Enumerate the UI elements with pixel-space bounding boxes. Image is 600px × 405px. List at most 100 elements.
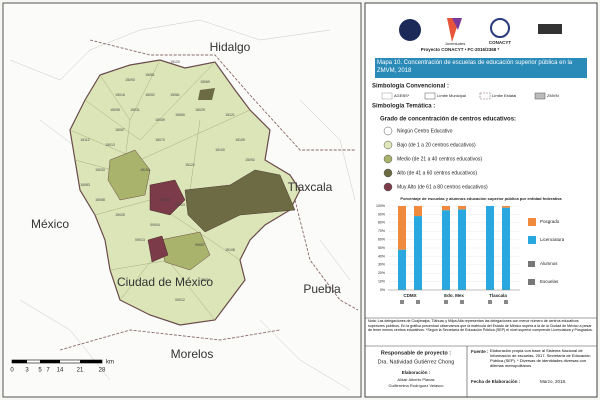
scale-label: 21 [77,368,84,374]
legend-label: Muy Alto (de 61 a 80 centros educativos) [397,184,488,190]
bar-segment [398,206,406,250]
bar-segment [398,249,406,290]
medium-region [159,231,211,271]
municipality-label: 15112 [80,138,90,142]
legend-icon [528,261,535,267]
note-wrap: Nota: Las delegaciones de Cuajimalpa, Tl… [368,319,593,332]
municipality-label: 15057 [115,128,125,132]
logo-text: Juventudes [445,41,465,46]
map-title: Mapa 10. Concentración de escuelas de ed… [377,60,573,74]
label: Responsable de proyecto : [381,350,451,356]
scale-label: 3 [25,368,29,374]
municipality-label: 15108 [225,248,235,252]
municipality-label: 15039 [155,118,165,122]
bar-icon [488,300,492,304]
legend-swatch [383,154,393,164]
y-tick-label: 0% [380,288,385,292]
subheading: Grado de concentración de centros educat… [380,117,516,123]
responsible: Dra. Natividad Gutiérrez Chong [378,359,455,365]
label: Fuente : [471,349,489,354]
municipality-label: 15031 [130,108,140,112]
y-tick-label: 80% [378,221,385,225]
author: Guillermina Rodríguez Velasco [389,383,445,388]
legend-label: Bajo (de 1 a 20 centros educativos) [397,142,476,148]
symbol-label: Límite Municipal [437,93,466,98]
label: Fecha de Elaboración : [471,379,521,384]
municipality-label: 15122 [185,163,195,167]
municipality-label: 15083 [80,183,90,187]
y-tick-label: 100% [376,204,385,208]
bar-segment [414,206,422,217]
municipality-label: 15016 [115,93,125,97]
municipality-label: 15029 [195,108,205,112]
note: Nota: Las delegaciones de Cuajimalpa, Tl… [368,319,593,332]
municipality-label: 15070 [155,138,165,142]
municipality-label: 15093 [125,78,135,82]
source: Elaboración propia con base al Sistema N… [490,348,591,368]
municipality-label: 15100 [215,148,225,152]
municipality-label: 15069 [200,80,210,84]
bar-segment [486,206,494,290]
municipality-label: 15092 [245,158,255,162]
legend-label: Alto (de 41 a 60 centros educativos) [397,170,477,176]
very-high-region [149,179,186,216]
bar-icon [444,300,448,304]
state-label: México [31,217,69,231]
bar-segment [442,206,450,211]
municipality-label: 09003 [175,203,185,207]
legend-label: Medio (de 21 a 40 centros educativos) [397,156,482,162]
municipality-label: 15095 [110,108,120,112]
municipality-label: 09007 [195,243,205,247]
source-wrap: Elaboración propia con base al Sistema N… [490,348,591,368]
bar-segment [502,206,510,208]
date: Marzo, 2018. [540,379,566,384]
x-tick-label: CDMX [403,293,416,298]
bar-segment [458,209,466,290]
legend-label: Posgrado [540,219,560,224]
municipality-label: 09013 [135,238,145,242]
scale-label: 5 [38,368,42,374]
municipality-label: 09016 [160,198,170,202]
bar-segment [442,210,450,290]
state-label: Puebla [303,282,341,296]
bar-icon [460,300,464,304]
legend-swatch [528,218,536,226]
high-region [184,169,296,233]
symbol-label: ZMVM [547,93,559,98]
logo-text: Proyecto CONACYT • FC-2016/2368 * [421,47,500,52]
municipality-label: 15120 [170,60,180,64]
author: Aldair Alberto Planas [397,377,434,382]
y-tick-label: 50% [378,246,385,250]
municipality-label: 15081 [145,73,155,77]
legend-label: Licenciatura [540,237,565,242]
scale-label: 7 [46,368,50,374]
municipality-label: 15013 [105,143,115,147]
medium-region [107,149,151,201]
y-tick-label: 30% [378,263,385,267]
heading: Simbología Convencional : [372,84,449,90]
bar-icon [400,300,404,304]
municipality-label: 15061 [170,93,180,97]
x-tick-label: Tlaxcala [489,293,507,298]
high-region [198,88,215,100]
municipality-label: 15084 [200,278,210,282]
symbol-label: Límite Estatal [492,93,516,98]
state-label: Ciudad de México [117,275,213,289]
scale-label: 0 [10,368,14,374]
municipality-label: 15025 [115,213,125,217]
logos [399,18,562,42]
title-wrap: Mapa 10. Concentración de escuelas de ed… [377,60,573,74]
bar-icon [416,300,420,304]
municipality-label: 15060 [175,113,185,117]
y-tick-label: 20% [378,271,385,275]
y-tick-label: 70% [378,229,385,233]
municipality-label: 09004 [150,223,160,227]
legend-label: Alumnos [540,261,558,266]
bar-segment [458,206,466,210]
municipal-lines [9,19,356,391]
legend-label: Ningún Centro Educativo [397,128,453,134]
municipality-label: 15109 [235,138,245,142]
scale-label: 14 [57,368,64,374]
y-tick-label: 60% [378,238,385,242]
